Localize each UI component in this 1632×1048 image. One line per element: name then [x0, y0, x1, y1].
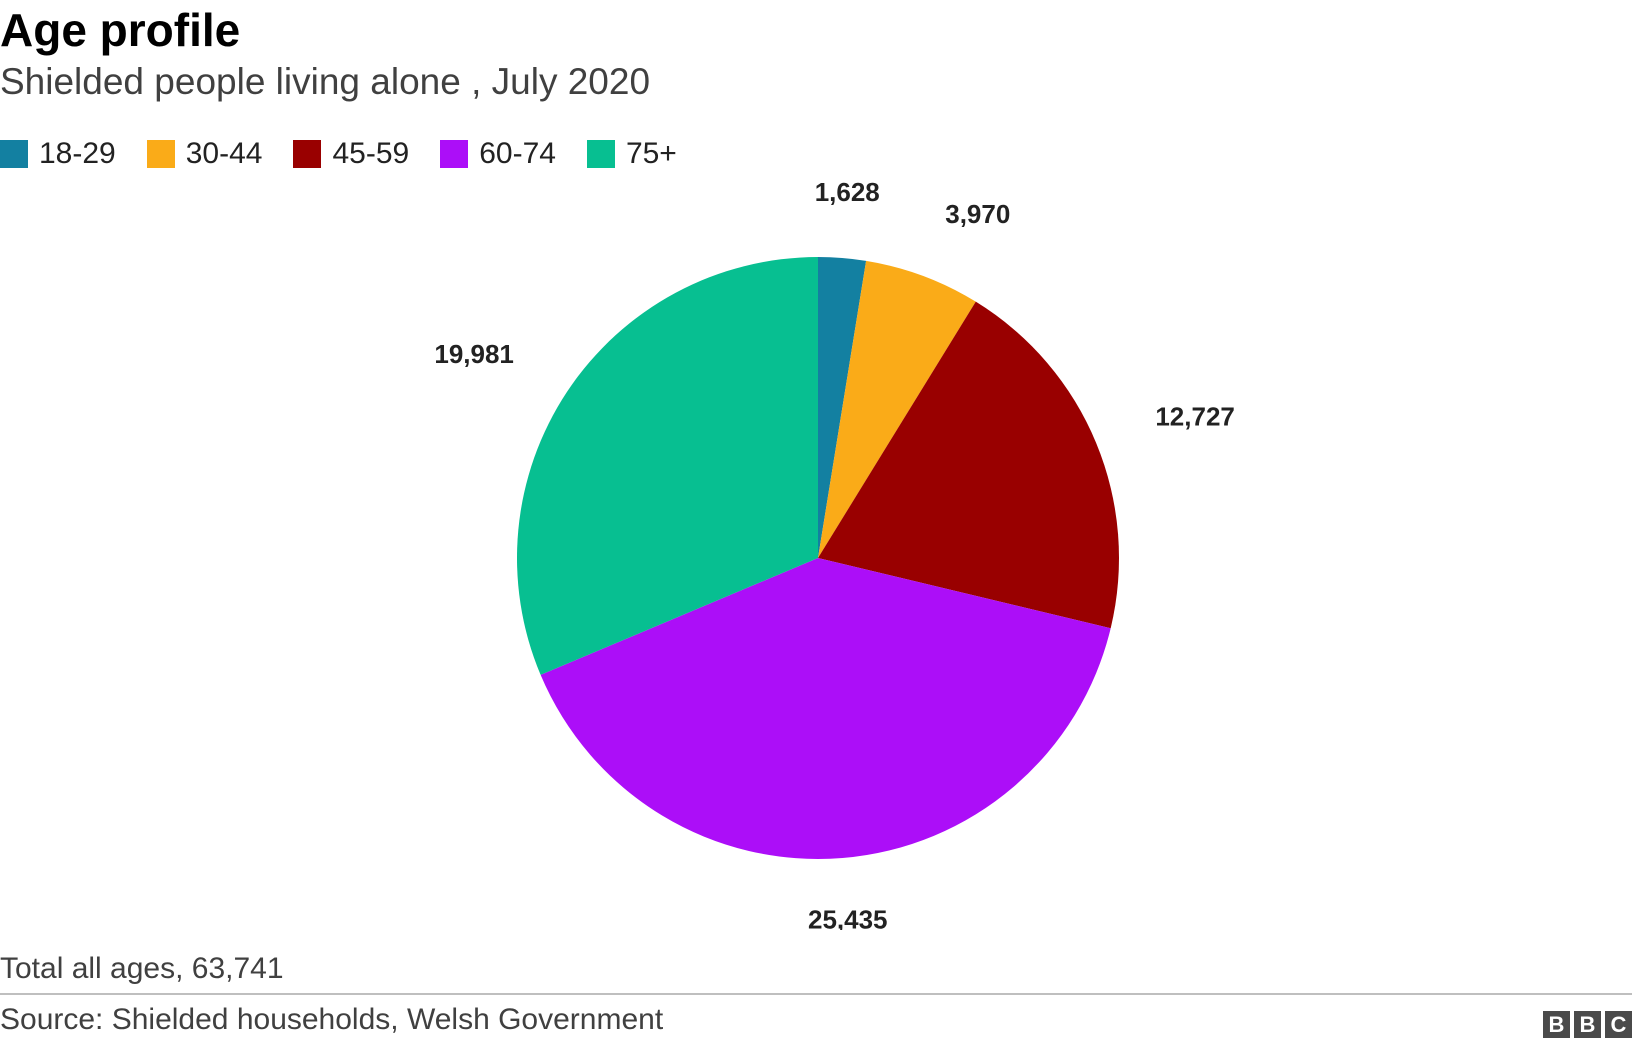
total-note: Total all ages, 63,741 [0, 952, 284, 985]
legend-item: 60-74 [440, 134, 556, 174]
legend-swatch [0, 140, 28, 168]
chart-title: Age profile [0, 4, 241, 56]
data-label: 3,970 [945, 199, 1010, 229]
legend-label: 45-59 [332, 137, 410, 170]
logo-letter: C [1605, 1011, 1632, 1038]
logo-letter: B [1574, 1011, 1601, 1038]
legend-label: 60-74 [479, 137, 556, 170]
legend-swatch [293, 140, 322, 168]
legend-label: 75+ [625, 137, 677, 170]
legend-label: 18-29 [39, 137, 116, 170]
legend-item: 30-44 [146, 134, 263, 174]
pie-slice-18-29 [818, 257, 867, 558]
legend-swatch [146, 140, 175, 168]
data-label: 1,628 [815, 177, 880, 207]
legend-label: 30-44 [185, 137, 263, 170]
data-label: 25,435 [808, 905, 888, 930]
pie-slice-75-plus [517, 257, 818, 675]
data-label: 12,727 [1155, 402, 1235, 432]
legend-item: 18-29 [0, 134, 116, 174]
legend-swatch [586, 140, 615, 168]
footer-divider [0, 993, 1632, 995]
legend-swatch [440, 140, 469, 168]
chart-legend: 18-29 30-44 45-59 60-74 75+ [0, 134, 708, 174]
data-label: 19,981 [434, 339, 514, 369]
source-note: Source: Shielded households, Welsh Gover… [0, 1003, 664, 1036]
legend-item: 75+ [586, 134, 677, 174]
pie-slice-45-59 [818, 301, 1119, 629]
legend-item: 45-59 [293, 134, 409, 174]
chart-subtitle: Shielded people living alone , July 2020 [0, 61, 651, 102]
pie-slice-30-44 [818, 260, 976, 558]
logo-letter: B [1543, 1011, 1570, 1038]
pie-chart: 1,628 3,970 12,727 25,435 19,981 [434, 177, 1235, 930]
pie-slice-60-74 [540, 558, 1111, 859]
